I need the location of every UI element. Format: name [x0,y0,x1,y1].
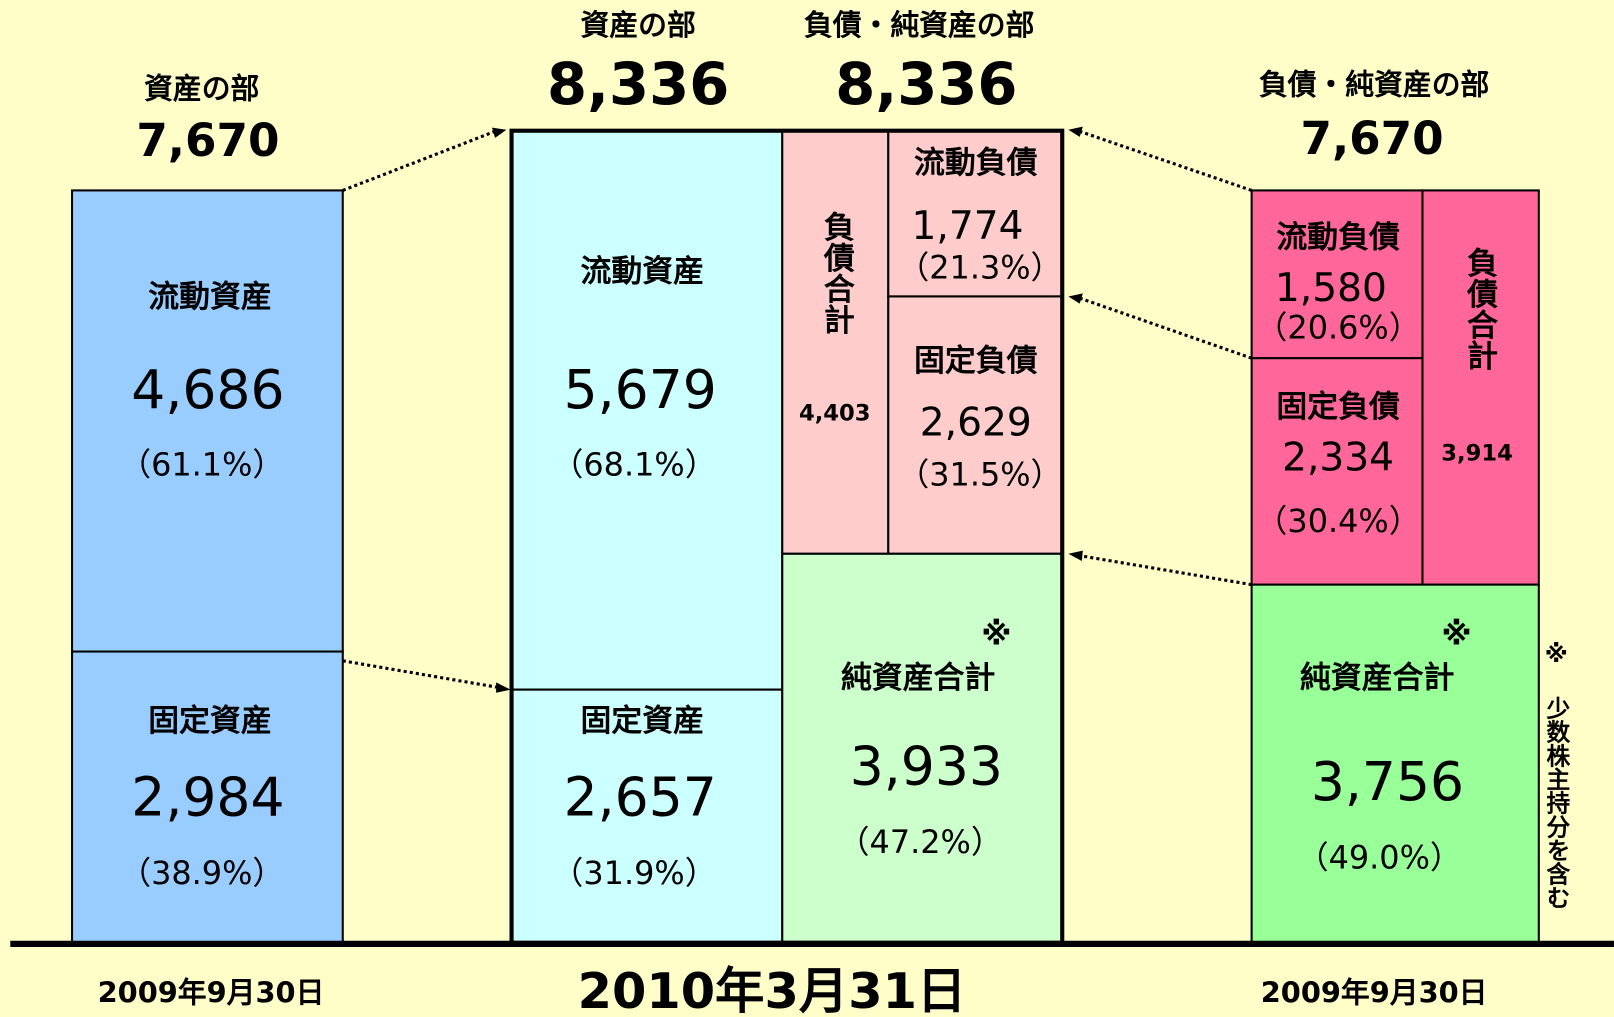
total: 7,670 [136,114,279,167]
value: 4,686 [131,358,284,421]
mid-fixed-box [510,688,784,944]
label: 流動資産 [581,253,704,289]
mid-cur-liab-box [887,129,1064,298]
pct: （61.1%） [119,445,284,483]
mark: ※ [1441,617,1471,653]
mid-fix-liab-box [887,295,1064,555]
pct: （49.0%） [1297,838,1462,876]
value: 2,334 [1282,436,1394,481]
header: 負債・純資産の部 [804,8,1035,42]
label: 固定資産 [148,703,271,739]
arrow [1080,554,1252,587]
value: 5,679 [564,358,717,421]
arrowhead [1068,126,1083,137]
total: 8,336 [547,50,729,118]
mark: ※ [981,617,1011,653]
arrowhead [492,127,507,138]
value: 3,756 [1311,750,1464,813]
value: 4,403 [799,400,871,426]
pct: （68.1%） [552,445,717,483]
label: 流動負債 [1276,219,1400,255]
arrowhead [496,682,511,693]
pct: （38.9%） [119,854,284,892]
label: 流動資産 [148,279,271,315]
right-cur-liab-box [1250,189,1424,360]
date: 2009年9月30日 [98,975,325,1009]
left-fixed-box [71,650,344,944]
value: 3,914 [1441,440,1513,466]
header: 資産の部 [581,8,696,42]
label: 純資産合計 [1300,660,1454,696]
date: 2009年9月30日 [1261,975,1488,1009]
value: 3,933 [850,735,1003,798]
arrow [342,659,500,690]
value: 1,580 [1275,266,1387,311]
total: 7,670 [1300,112,1443,165]
arrowhead [1068,293,1083,304]
right-total-liab-box [1421,189,1540,586]
header: 負債・純資産の部 [1259,67,1490,101]
label: 固定負債 [1276,389,1400,425]
label: 純資産合計 [841,660,995,696]
value: 2,657 [564,765,717,828]
right-fix-liab-box [1250,357,1424,586]
note: ※ 少数株主持分を含む [1542,640,1571,909]
arrowhead [1068,550,1083,561]
header: 資産の部 [144,72,259,106]
label: 負債合計 [1461,247,1498,371]
mid-net-box [781,552,1064,944]
arrow [342,130,495,192]
value: 2,629 [920,401,1032,446]
value: 1,774 [912,204,1024,249]
pct: （30.4%） [1256,502,1421,540]
value: 2,984 [131,765,284,828]
pct: （31.9%） [552,854,717,892]
mid-current-box [510,129,784,691]
arrow [1080,297,1253,360]
total: 8,336 [835,50,1017,118]
left-current-box [71,189,344,653]
date: 2010年3月31日 [578,962,967,1017]
label: 固定資産 [581,703,704,739]
arrow [1080,130,1253,192]
label: 流動負債 [914,145,1038,181]
pct: （31.5%） [897,456,1062,494]
label: 負債合計 [818,211,855,335]
pct: （20.6%） [1256,308,1421,346]
label: 固定負債 [914,343,1038,379]
mid-total-liab-box [781,129,890,555]
right-net-box [1250,583,1540,944]
pct: （21.3%） [897,249,1062,287]
pct: （47.2%） [838,823,1003,861]
